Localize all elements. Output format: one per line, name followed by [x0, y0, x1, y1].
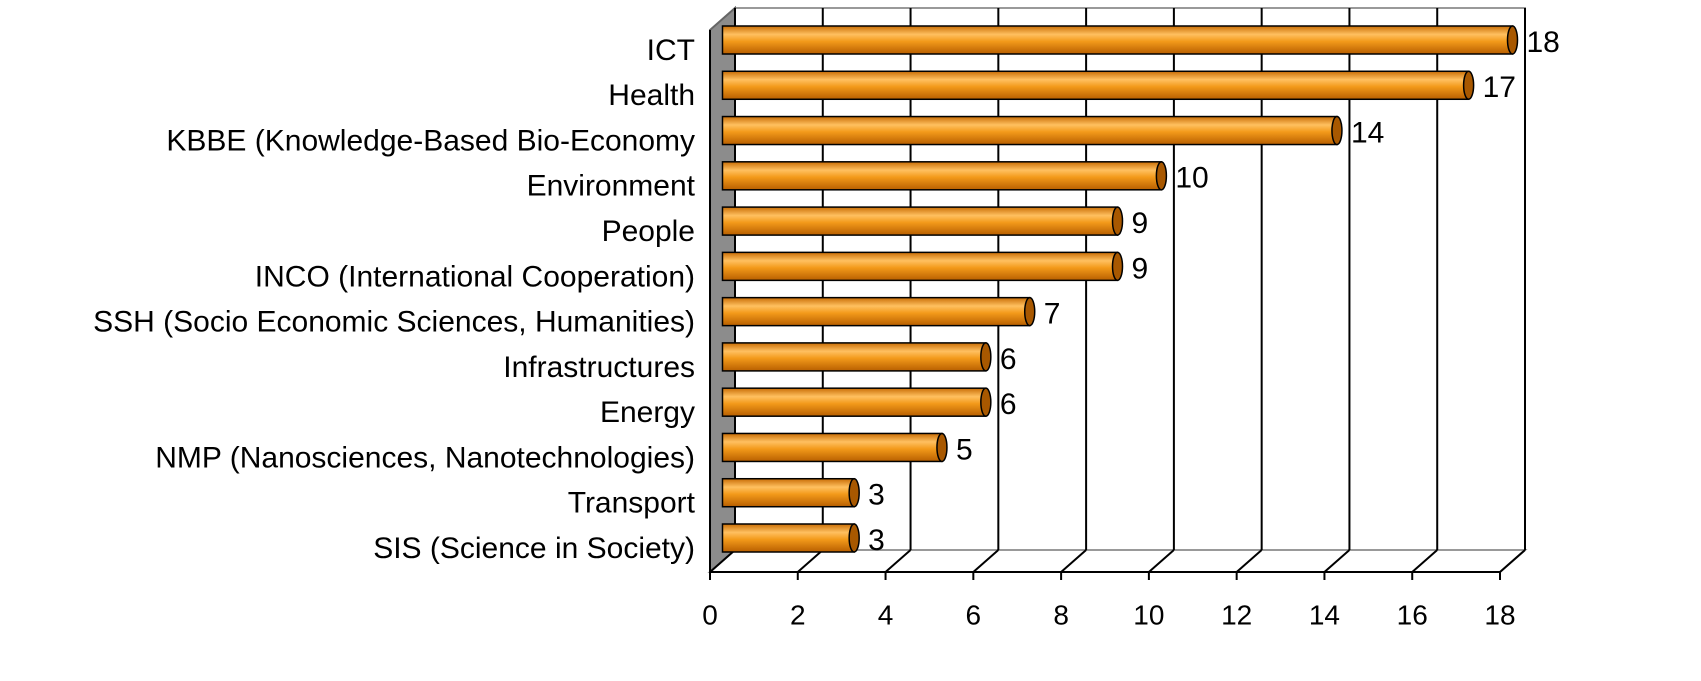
bar-cap — [1462, 70, 1475, 101]
bar — [721, 25, 1514, 55]
bar — [721, 206, 1119, 236]
value-label: 9 — [1132, 207, 1149, 240]
bar — [721, 523, 855, 553]
floor-grid-line — [1323, 549, 1351, 573]
floor-grid-line — [1499, 549, 1526, 573]
y-tick-label: SIS (Science in Society) — [373, 532, 695, 565]
x-tick-label: 2 — [790, 599, 806, 630]
value-label: 10 — [1175, 162, 1208, 195]
x-tick-label: 4 — [878, 599, 894, 630]
floor-grid-line — [1411, 549, 1438, 573]
floor-grid-line — [797, 549, 824, 573]
bar — [721, 251, 1119, 282]
value-label: 6 — [1000, 388, 1017, 421]
floor — [707, 549, 1528, 573]
value-label: 14 — [1351, 116, 1384, 149]
x-tick-label: 12 — [1221, 599, 1252, 630]
bar — [721, 432, 943, 463]
floor-grid-line — [709, 549, 736, 573]
y-tick-label: KBBE (Knowledge-Based Bio-Economy — [166, 124, 695, 157]
y-tick-label: NMP (Nanosciences, Nanotechnologies) — [155, 441, 695, 474]
value-label: 9 — [1132, 252, 1149, 285]
bar — [721, 296, 1031, 327]
floor-grid-line — [1148, 549, 1175, 573]
y-tick-label: People — [602, 215, 695, 248]
bar-cap — [1023, 296, 1036, 327]
bar-cap — [980, 342, 992, 372]
x-tick-label: 14 — [1309, 599, 1340, 630]
floor-grid-line — [972, 549, 999, 573]
y-tick-label: ICT — [647, 34, 695, 67]
bar-cap — [1331, 115, 1343, 146]
value-label: 5 — [956, 433, 973, 466]
y-tick-label: INCO (International Cooperation) — [255, 260, 695, 293]
x-tick-label: 6 — [966, 599, 982, 630]
x-tick-label: 18 — [1484, 599, 1515, 630]
bar-cap — [936, 432, 948, 463]
bar — [721, 115, 1338, 146]
y-tick-label: Health — [608, 79, 695, 112]
x-tick-label: 10 — [1133, 599, 1164, 630]
bar-cap — [1506, 25, 1519, 55]
value-label: 7 — [1044, 298, 1061, 331]
bar — [721, 477, 855, 508]
bar — [721, 342, 987, 372]
x-tick-label: 0 — [702, 599, 718, 630]
floor-grid-line — [1060, 549, 1087, 573]
bar-cap — [848, 523, 860, 553]
x-tick-label: 16 — [1397, 599, 1428, 630]
bar — [721, 161, 1163, 191]
y-tick-label: Infrastructures — [503, 351, 695, 384]
value-label: 3 — [868, 524, 885, 557]
y-tick-label: SSH (Socio Economic Sciences, Humanities… — [93, 306, 695, 339]
value-label: 17 — [1483, 71, 1516, 104]
bar — [721, 70, 1470, 101]
bar — [721, 387, 987, 417]
bar-cap — [980, 387, 992, 417]
value-label: 3 — [868, 479, 885, 512]
y-tick-label: Environment — [527, 170, 696, 203]
value-label: 18 — [1527, 26, 1560, 59]
floor-grid-line — [1236, 549, 1263, 573]
x-tick-label: 8 — [1053, 599, 1069, 630]
bar-cap — [1111, 206, 1124, 236]
bar-cap — [1155, 161, 1168, 191]
bar-cap — [848, 477, 860, 508]
value-label: 6 — [1000, 343, 1017, 376]
floor-grid-line — [884, 549, 912, 573]
bar-cap — [1111, 251, 1124, 282]
y-tick-label: Energy — [600, 396, 695, 429]
y-tick-label: Transport — [568, 487, 696, 520]
